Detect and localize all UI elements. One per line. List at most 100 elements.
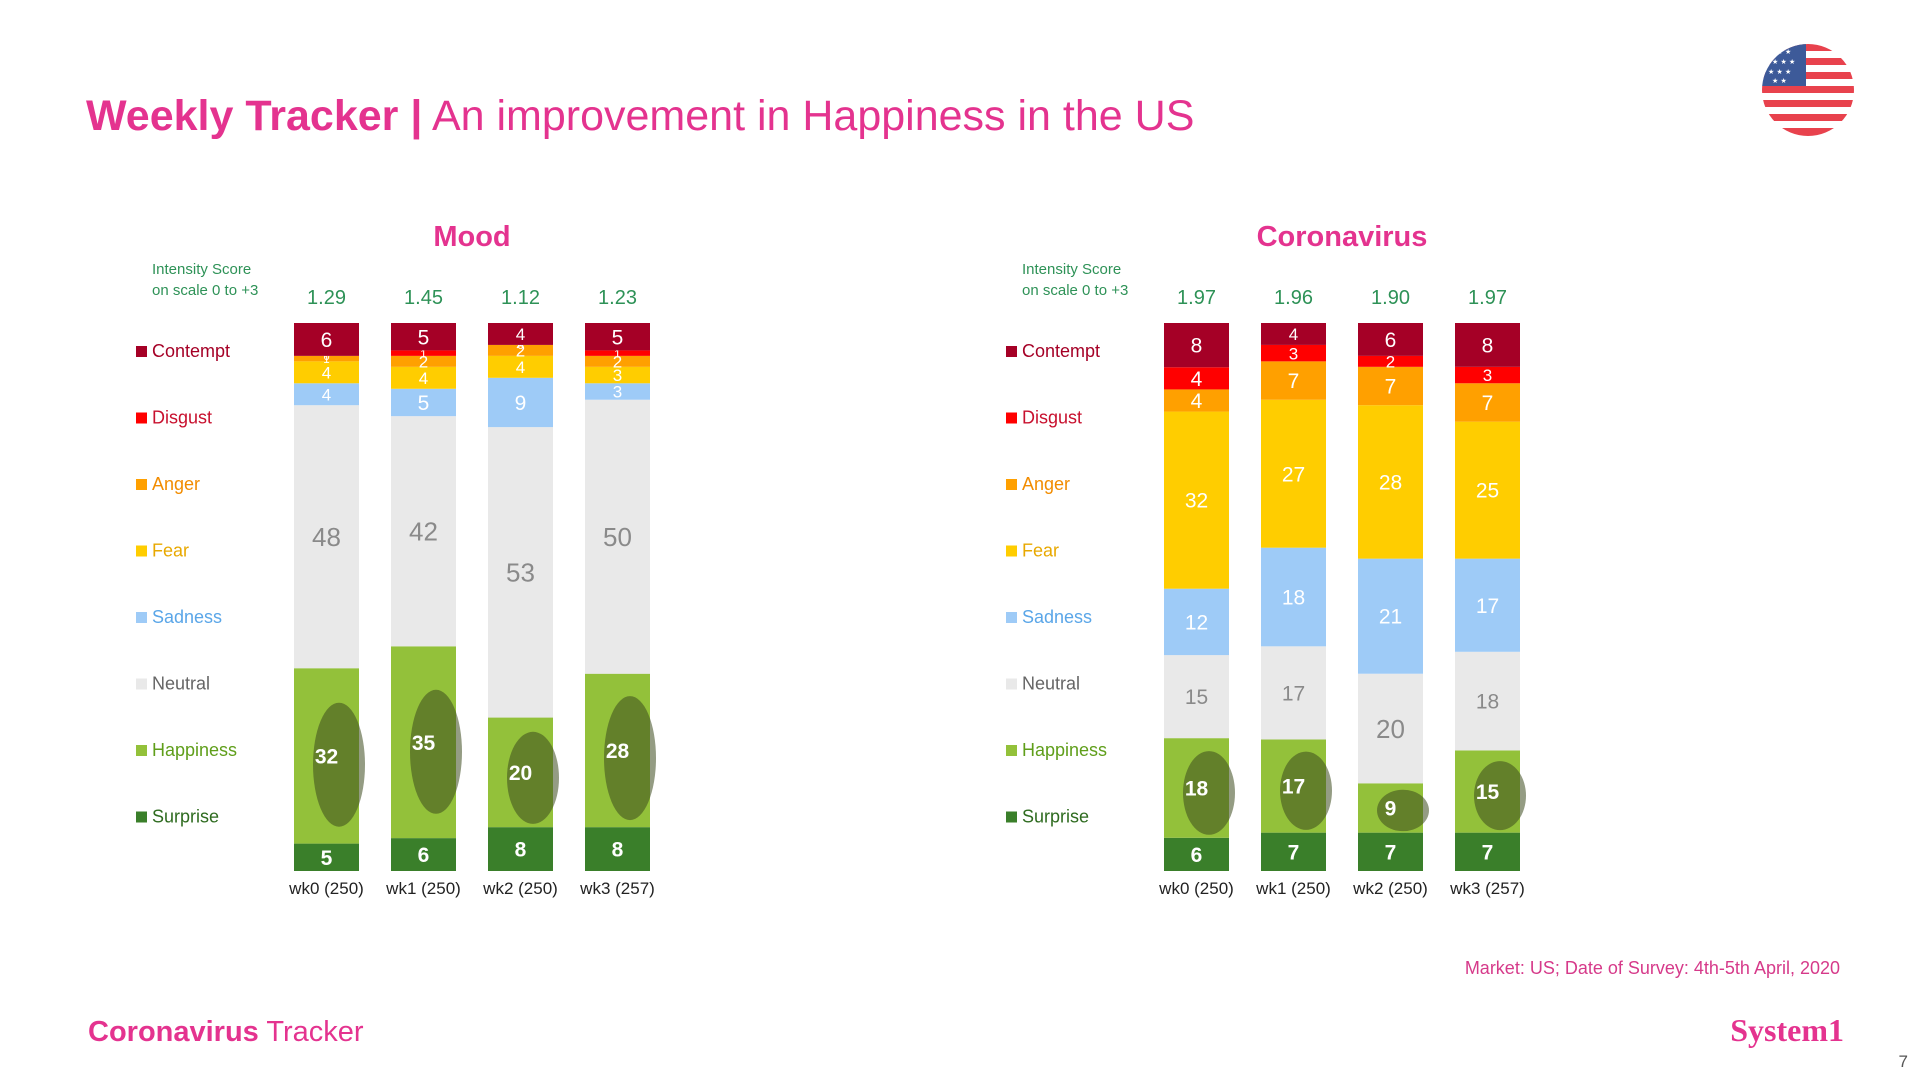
mood-bar-neutral	[488, 427, 553, 718]
coronavirus-value-label: 7	[1482, 392, 1494, 415]
mood-bar-disgust	[585, 350, 650, 356]
mood-value-label: 8	[612, 839, 624, 862]
coronavirus-bar-surprise	[1455, 832, 1520, 871]
mood-value-label: 6	[418, 844, 430, 867]
mood-category-label: wk1 (250)	[385, 879, 461, 898]
mood-category-label: wk0 (250)	[288, 879, 364, 898]
coronavirus-bar-disgust	[1358, 355, 1423, 367]
coronavirus-category-label: wk3 (257)	[1449, 879, 1525, 898]
coronavirus-value-label: 7	[1482, 841, 1494, 864]
mood-intensity-score: 1.12	[501, 287, 540, 309]
mood-legend-label-anger: Anger	[152, 474, 200, 494]
mood-bar-contempt	[488, 323, 553, 345]
mood-bar-fear	[488, 355, 553, 378]
us-flag-icon: ★ ★ ★ ★ ★ ★ ★ ★ ★ ★ ★	[1762, 44, 1854, 136]
mood-value-label: 28	[606, 740, 630, 763]
mood-value-label: 5	[418, 326, 430, 349]
coronavirus-category-label: wk0 (250)	[1158, 879, 1234, 898]
mood-value-label: 4	[516, 325, 525, 344]
mood-value-label: 0	[323, 351, 329, 363]
mood-bar-sadness	[585, 383, 650, 400]
mood-value-label: 4	[419, 369, 428, 388]
mood-value-label: 50	[603, 522, 632, 552]
mood-bar-anger	[585, 355, 650, 367]
mood-value-label: 3	[613, 383, 622, 402]
mood-bar-sadness	[488, 377, 553, 428]
coronavirus-bar-fear	[1164, 411, 1229, 589]
brand-left-rest: Tracker	[266, 1016, 364, 1048]
coronavirus-value-label: 17	[1476, 595, 1499, 618]
coronavirus-bar-contempt	[1455, 323, 1520, 367]
mood-value-label: 2	[613, 352, 622, 371]
mood-legend-swatch-anger	[136, 479, 147, 490]
coronavirus-value-label: 21	[1379, 606, 1402, 629]
mood-happiness-face-graphic	[313, 702, 365, 827]
coronavirus-bar-anger	[1455, 383, 1520, 422]
mood-category-label: wk2 (250)	[482, 879, 558, 898]
mood-legend-label-neutral: Neutral	[152, 674, 210, 694]
coronavirus-category-label: wk2 (250)	[1352, 879, 1428, 898]
coronavirus-legend-swatch-contempt	[1006, 346, 1017, 357]
mood-value-label: 9	[515, 392, 527, 415]
coronavirus-legend-label-happiness: Happiness	[1022, 740, 1107, 760]
coronavirus-bar-neutral	[1358, 673, 1423, 784]
coronavirus-legend-label-surprise: Surprise	[1022, 807, 1089, 827]
mood-legend-label-sadness: Sadness	[152, 607, 222, 627]
coronavirus-bar-anger	[1261, 361, 1326, 400]
coronavirus-bar-sadness	[1455, 558, 1520, 652]
svg-text:★ ★: ★ ★	[1772, 77, 1787, 85]
coronavirus-value-label: 7	[1385, 841, 1397, 864]
coronavirus-value-label: 6	[1191, 844, 1203, 867]
coronavirus-intensity-score: 1.90	[1371, 287, 1410, 309]
mood-bar-anger	[488, 344, 553, 356]
coronavirus-value-label: 12	[1185, 611, 1208, 634]
coronavirus-legend-label-anger: Anger	[1022, 474, 1070, 494]
coronavirus-value-label: 3	[1289, 344, 1298, 363]
mood-value-label: 35	[412, 732, 436, 755]
mood-bar-surprise	[391, 838, 456, 871]
page-title: Weekly Tracker | An improvement in Happi…	[86, 92, 1194, 141]
coronavirus-bar-fear	[1261, 399, 1326, 548]
page-title-rest: An improvement in Happiness in the US	[431, 92, 1195, 140]
mood-legend-swatch-happiness	[136, 745, 147, 756]
coronavirus-value-label: 18	[1476, 691, 1499, 714]
coronavirus-bar-surprise	[1164, 837, 1229, 871]
mood-happiness-face-graphic	[604, 696, 656, 821]
mood-value-label: 5	[321, 847, 333, 870]
coronavirus-value-label: 7	[1288, 841, 1300, 864]
mood-value-label: 4	[516, 358, 525, 377]
coronavirus-category-label: wk1 (250)	[1255, 879, 1331, 898]
coronavirus-bar-sadness	[1261, 547, 1326, 647]
coronavirus-legend-swatch-anger	[1006, 479, 1017, 490]
mood-legend-swatch-neutral	[136, 678, 147, 690]
coronavirus-legend-swatch-neutral	[1006, 678, 1017, 690]
mood-value-label: 1	[614, 348, 620, 360]
mood-happiness-face-graphic	[507, 731, 559, 824]
mood-intensity-label-line: Intensity Score	[152, 261, 251, 278]
mood-value-label: 1	[323, 354, 329, 366]
mood-bar-fear	[391, 366, 456, 389]
mood-legend-swatch-contempt	[136, 346, 147, 357]
mood-bar-surprise	[585, 827, 650, 871]
mood-bar-contempt	[585, 323, 650, 351]
coronavirus-intensity-label-line: Intensity Score	[1022, 261, 1121, 278]
coronavirus-value-label: 7	[1288, 370, 1300, 393]
coronavirus-bar-contempt	[1261, 323, 1326, 345]
mood-chart-title: Mood	[433, 221, 510, 253]
coronavirus-bar-anger	[1358, 366, 1423, 406]
coronavirus-bar-contempt	[1358, 323, 1423, 356]
coronavirus-bar-neutral	[1164, 655, 1229, 739]
coronavirus-value-label: 6	[1385, 329, 1397, 352]
mood-bar-sadness	[391, 388, 456, 417]
coronavirus-value-label: 20	[1376, 714, 1405, 744]
coronavirus-value-label: 18	[1282, 587, 1305, 610]
svg-text:★ ★ ★: ★ ★ ★	[1772, 58, 1795, 66]
mood-category-label: wk3 (257)	[579, 879, 655, 898]
coronavirus-bar-surprise	[1261, 832, 1326, 871]
mood-bar-anger	[294, 355, 359, 362]
system1-logo: System1	[1730, 1012, 1844, 1048]
mood-bar-surprise	[294, 843, 359, 871]
mood-value-label: 48	[312, 522, 341, 552]
coronavirus-bar-fear	[1358, 405, 1423, 559]
coronavirus-chart-title: Coronavirus	[1257, 221, 1428, 253]
